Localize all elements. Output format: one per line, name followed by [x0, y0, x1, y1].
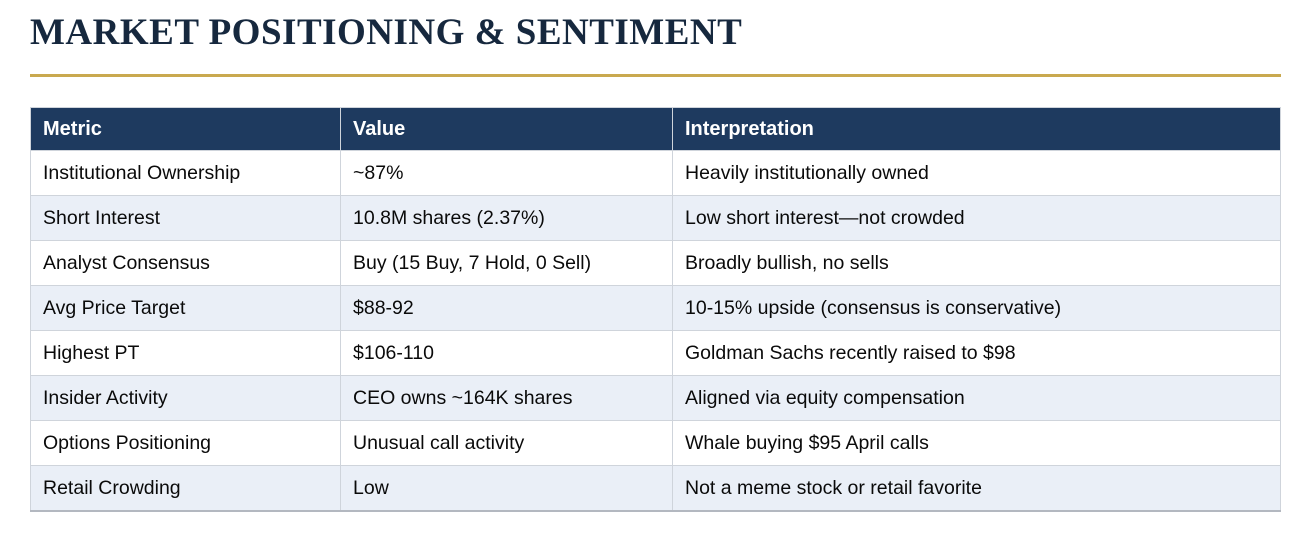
- value-cell: Unusual call activity: [340, 420, 673, 466]
- value-cell: 10.8M shares (2.37%): [340, 195, 673, 241]
- column-header-value: Value: [340, 107, 673, 151]
- metric-cell: Short Interest: [30, 195, 341, 241]
- table-header-row: Metric Value Interpretation: [30, 107, 1281, 151]
- gold-divider-rule: [30, 74, 1281, 77]
- interpretation-cell: Goldman Sachs recently raised to $98: [672, 330, 1281, 376]
- metric-cell: Retail Crowding: [30, 465, 341, 512]
- value-cell: ~87%: [340, 150, 673, 196]
- value-cell: $106-110: [340, 330, 673, 376]
- metric-cell: Highest PT: [30, 330, 341, 376]
- page-title: MARKET POSITIONING & SENTIMENT: [30, 12, 743, 53]
- metric-cell: Insider Activity: [30, 375, 341, 421]
- interpretation-cell: Low short interest—not crowded: [672, 195, 1281, 241]
- table-row: Avg Price Target $88-92 10-15% upside (c…: [30, 285, 1281, 331]
- interpretation-cell: Whale buying $95 April calls: [672, 420, 1281, 466]
- interpretation-cell: Not a meme stock or retail favorite: [672, 465, 1281, 512]
- market-positioning-table: Metric Value Interpretation Institutiona…: [30, 107, 1281, 512]
- table-row: Short Interest 10.8M shares (2.37%) Low …: [30, 195, 1281, 241]
- value-cell: Low: [340, 465, 673, 512]
- metric-cell: Analyst Consensus: [30, 240, 341, 286]
- column-header-interpretation: Interpretation: [672, 107, 1281, 151]
- value-cell: $88-92: [340, 285, 673, 331]
- table-row: Institutional Ownership ~87% Heavily ins…: [30, 150, 1281, 196]
- value-cell: CEO owns ~164K shares: [340, 375, 673, 421]
- table-row: Retail Crowding Low Not a meme stock or …: [30, 465, 1281, 512]
- interpretation-cell: Broadly bullish, no sells: [672, 240, 1281, 286]
- table-row: Options Positioning Unusual call activit…: [30, 420, 1281, 466]
- interpretation-cell: 10-15% upside (consensus is conservative…: [672, 285, 1281, 331]
- table-row: Insider Activity CEO owns ~164K shares A…: [30, 375, 1281, 421]
- column-header-metric: Metric: [30, 107, 341, 151]
- metric-cell: Institutional Ownership: [30, 150, 341, 196]
- value-cell: Buy (15 Buy, 7 Hold, 0 Sell): [340, 240, 673, 286]
- metric-cell: Avg Price Target: [30, 285, 341, 331]
- table-row: Highest PT $106-110 Goldman Sachs recent…: [30, 330, 1281, 376]
- interpretation-cell: Aligned via equity compensation: [672, 375, 1281, 421]
- interpretation-cell: Heavily institutionally owned: [672, 150, 1281, 196]
- metric-cell: Options Positioning: [30, 420, 341, 466]
- table-row: Analyst Consensus Buy (15 Buy, 7 Hold, 0…: [30, 240, 1281, 286]
